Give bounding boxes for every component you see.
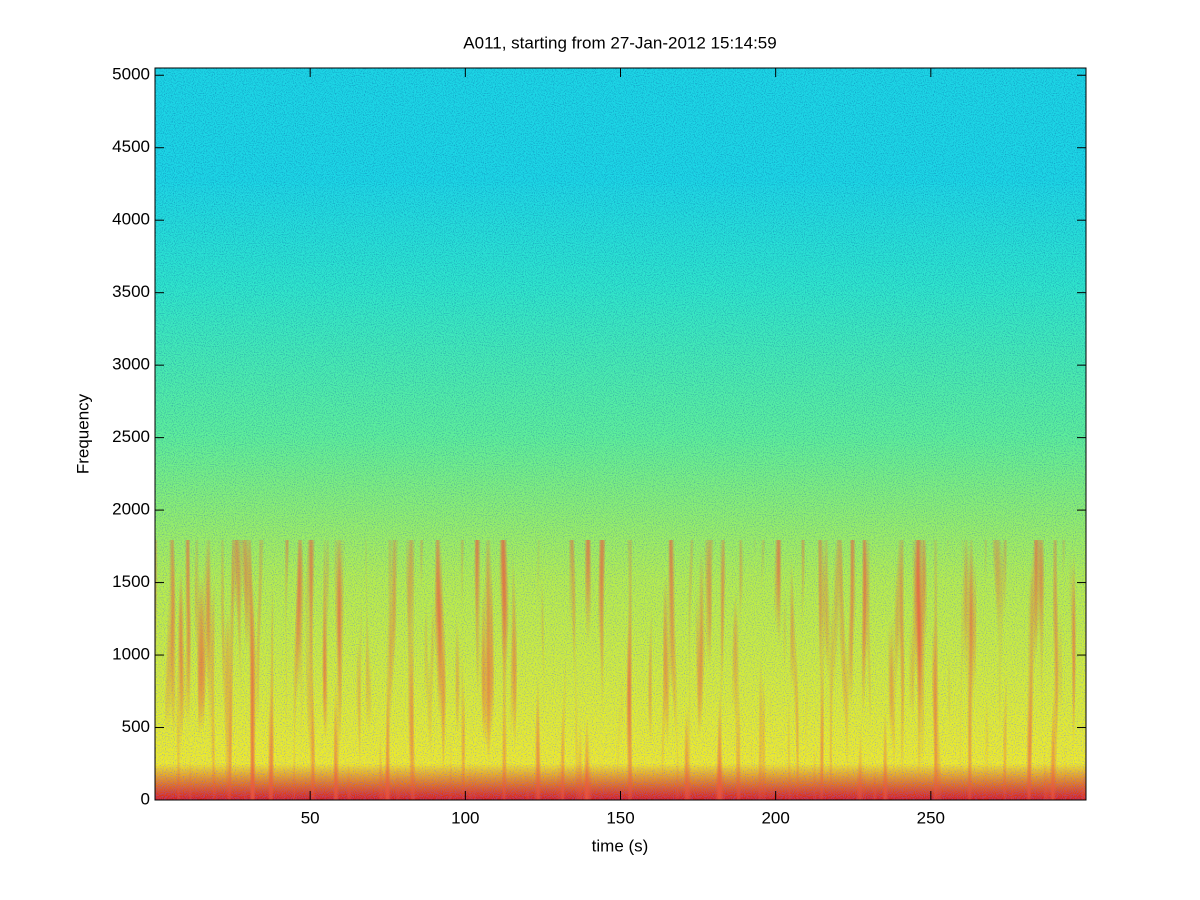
- x-axis-label: time (s): [592, 836, 649, 855]
- x-tick-label: 100: [451, 808, 479, 827]
- y-tick-label: 3500: [112, 282, 150, 301]
- x-tick-label: 200: [761, 808, 789, 827]
- y-tick-label: 4000: [112, 210, 150, 229]
- y-tick-label: 5000: [112, 65, 150, 84]
- y-tick-label: 2500: [112, 427, 150, 446]
- y-tick-label: 2000: [112, 500, 150, 519]
- y-tick-label: 1500: [112, 572, 150, 591]
- x-tick-label: 50: [301, 808, 320, 827]
- y-tick-label: 3000: [112, 355, 150, 374]
- y-tick-label: 0: [141, 789, 150, 808]
- y-tick-label: 1000: [112, 645, 150, 664]
- y-axis-label: Frequency: [73, 393, 92, 474]
- x-tick-label: 250: [917, 808, 945, 827]
- x-tick-label: 150: [606, 808, 634, 827]
- y-tick-label: 4500: [112, 137, 150, 156]
- spectrogram-streaks: [155, 540, 1086, 800]
- y-tick-label: 500: [122, 717, 150, 736]
- chart-title: A011, starting from 27-Jan-2012 15:14:59: [463, 33, 776, 52]
